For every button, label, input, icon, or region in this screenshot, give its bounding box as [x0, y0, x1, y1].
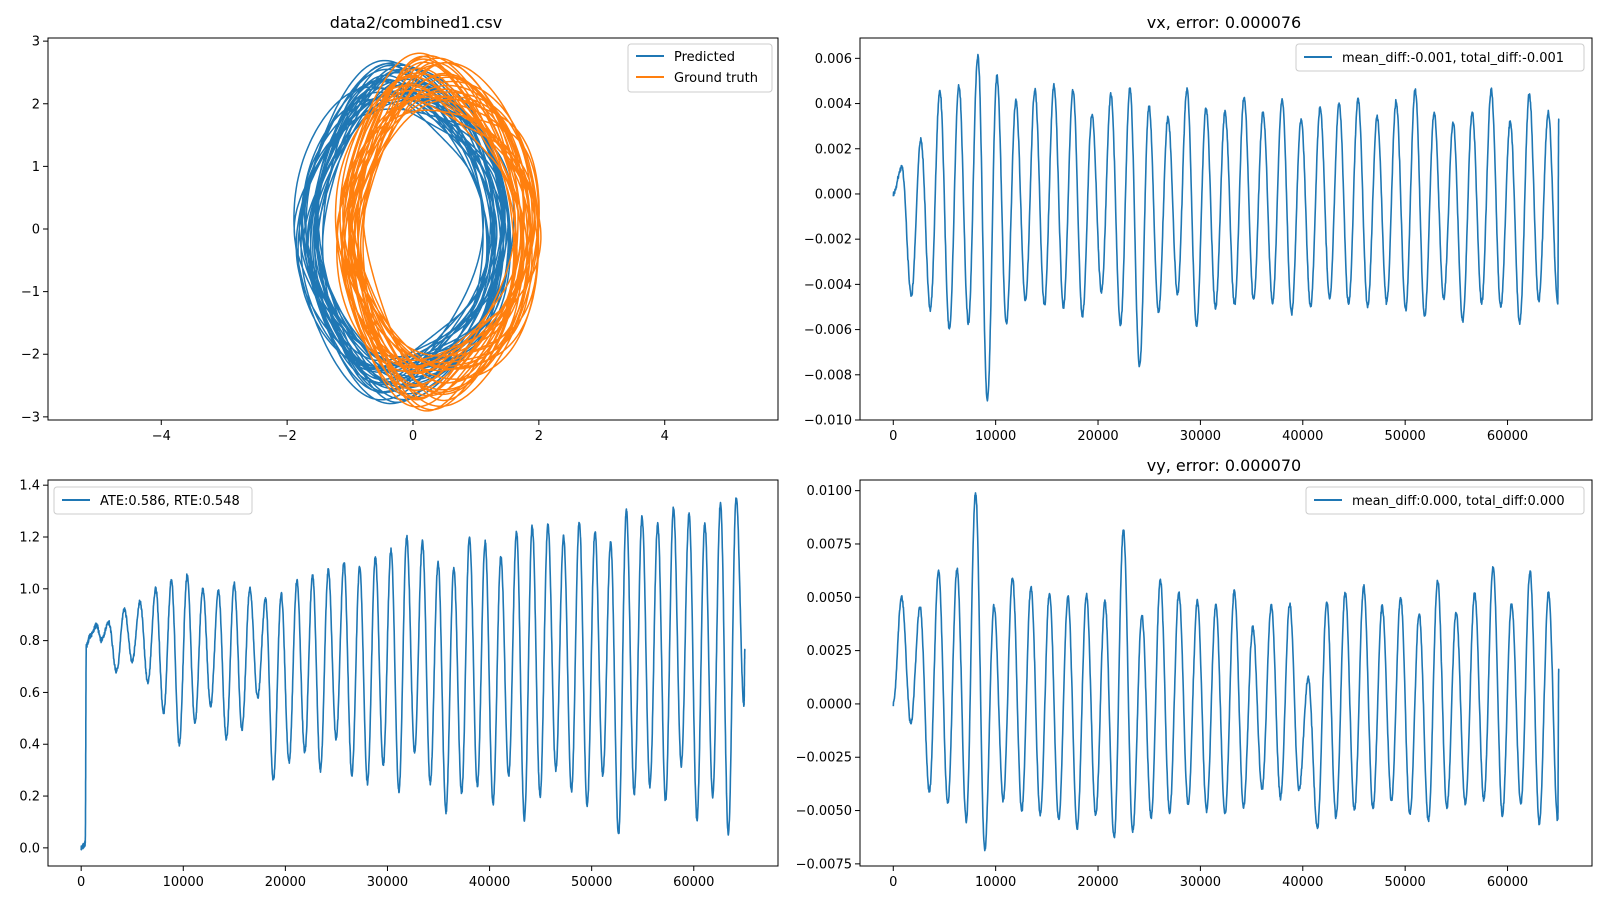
- vx-y-tick-label: −0.008: [804, 368, 852, 383]
- ate-y-tick-label: 0.4: [19, 738, 40, 753]
- ate-x-tick-label: 20000: [265, 875, 306, 890]
- vx-x-tick-label: 60000: [1487, 429, 1528, 444]
- trajectory-y-tick-label: 2: [32, 97, 40, 112]
- vy-x-tick-label: 20000: [1077, 875, 1118, 890]
- trajectory-y-tick-label: 3: [32, 35, 40, 50]
- vy-y-tick-label: 0.0050: [807, 591, 853, 606]
- vx-y-tick-label: 0.004: [815, 97, 852, 112]
- vx-x-tick-label: 50000: [1384, 429, 1425, 444]
- vy-legend: mean_diff:0.000, total_diff:0.000: [1305, 486, 1585, 515]
- ate-y-tick-label: 1.4: [19, 479, 40, 494]
- ate-x-tick-label: 60000: [673, 875, 714, 890]
- vy-x-tick-label: 60000: [1487, 875, 1528, 890]
- vx-legend-box: [1295, 43, 1585, 72]
- vy-y-tick-label: 0.0000: [807, 697, 853, 712]
- trajectory-axes-frame: [47, 37, 779, 421]
- vy-y-tick-label: 0.0075: [807, 537, 853, 552]
- vy-legend-label: mean_diff:0.000, total_diff:0.000: [1352, 494, 1565, 509]
- vx-y-tick-label: 0.000: [815, 187, 852, 202]
- vy-x-tick-label: 0: [889, 875, 897, 890]
- vx-x-tick-label: 30000: [1180, 429, 1221, 444]
- ate-legend-label: ATE:0.586, RTE:0.548: [100, 494, 240, 509]
- vy-y-tick-label: −0.0025: [796, 751, 852, 766]
- vy-x-tick-label: 40000: [1282, 875, 1323, 890]
- trajectory-x-tick-label: 2: [535, 429, 543, 444]
- panel-trajectory: data2/combined1.csv −4 −2 0 2 4 −3 −2 −1 0 1 2 3 P…: [21, 13, 779, 444]
- trajectory-x-tick-label: −2: [278, 429, 297, 444]
- vy-x-tick-label: 30000: [1180, 875, 1221, 890]
- panel-vy: vy, error: 0.000070 0 10000 20000 30000 4000…: [796, 456, 1593, 890]
- ate-y-ticks: 0.0 0.2 0.4 0.6 0.8 1.0 1.2 1.4: [19, 479, 48, 856]
- ate-y-tick-label: 1.2: [19, 530, 40, 545]
- vx-plot-area: [892, 53, 1560, 402]
- ate-x-tick-label: 50000: [571, 875, 612, 890]
- vx-title: vx, error: 0.000076: [1147, 13, 1301, 32]
- trajectory-y-tick-label: −3: [21, 410, 40, 425]
- vx-y-tick-label: −0.002: [804, 233, 852, 248]
- trajectory-title: data2/combined1.csv: [330, 13, 502, 32]
- vx-y-tick-label: −0.004: [804, 278, 852, 293]
- trajectory-x-tick-label: 0: [409, 429, 417, 444]
- vx-y-tick-label: 0.006: [815, 52, 852, 67]
- ate-y-tick-label: 0.8: [19, 634, 40, 649]
- trajectory-x-ticks: −4 −2 0 2 4: [152, 420, 669, 444]
- vy-title: vy, error: 0.000070: [1147, 456, 1301, 475]
- trajectory-y-tick-label: 1: [32, 160, 40, 175]
- vx-axes-frame: [859, 37, 1593, 421]
- vy-series-line-0: [892, 492, 1560, 852]
- vy-y-tick-label: 0.0100: [807, 484, 853, 499]
- ate-axes-frame: [47, 479, 779, 867]
- trajectory-y-ticks: −3 −2 −1 0 1 2 3: [21, 35, 48, 425]
- ate-plot-area: [80, 497, 746, 851]
- vy-y-tick-label: −0.0050: [796, 804, 852, 819]
- trajectory-x-tick-label: −4: [152, 429, 171, 444]
- vy-x-tick-label: 50000: [1384, 875, 1425, 890]
- vx-series-line-0: [892, 53, 1560, 402]
- vx-x-ticks: 0 10000 20000 30000 40000 50000 60000: [889, 420, 1528, 444]
- vx-y-tick-label: −0.010: [804, 414, 852, 429]
- vy-y-tick-label: 0.0025: [807, 644, 853, 659]
- ate-x-tick-label: 0: [77, 875, 85, 890]
- trajectory-x-tick-label: 4: [661, 429, 669, 444]
- ate-y-tick-label: 0.6: [19, 686, 40, 701]
- trajectory-plot-area: [293, 52, 542, 412]
- ate-x-tick-label: 40000: [469, 875, 510, 890]
- vx-legend-label: mean_diff:-0.001, total_diff:-0.001: [1342, 51, 1564, 66]
- vy-plot-area: [892, 492, 1560, 852]
- vx-x-tick-label: 20000: [1077, 429, 1118, 444]
- panel-vx: vx, error: 0.000076 0 10000 20000 30000 4000…: [804, 13, 1593, 444]
- trajectory-y-tick-label: 0: [32, 223, 40, 238]
- vy-y-ticks: −0.0075 −0.0050 −0.0025 0.0000 0.0025 0.0050 0…: [796, 484, 860, 872]
- vy-legend-box: [1305, 486, 1585, 515]
- trajectory-legend: Predicted Ground truth: [627, 43, 773, 93]
- trajectory-y-tick-label: −2: [21, 348, 40, 363]
- vy-x-tick-label: 10000: [975, 875, 1016, 890]
- ate-y-tick-label: 0.2: [19, 790, 40, 805]
- ate-legend: ATE:0.586, RTE:0.548: [53, 486, 253, 515]
- panel-ate: 0 10000 20000 30000 40000 50000 60000 0.00.20.…: [19, 479, 779, 890]
- vx-legend: mean_diff:-0.001, total_diff:-0.001: [1295, 43, 1585, 72]
- vx-y-tick-label: −0.006: [804, 323, 852, 338]
- vy-x-ticks: 0 10000 20000 30000 40000 50000 60000: [889, 866, 1528, 890]
- ate-x-tick-label: 10000: [163, 875, 204, 890]
- vx-y-ticks: −0.010 −0.008 −0.006 −0.004 −0.002 0.000 0.002…: [804, 52, 860, 429]
- vx-y-tick-label: 0.002: [815, 142, 852, 157]
- vx-x-tick-label: 0: [889, 429, 897, 444]
- ate-y-tick-label: 1.0: [19, 582, 40, 597]
- vy-axes-frame: [859, 479, 1593, 867]
- ate-x-ticks: 0 10000 20000 30000 40000 50000 60000: [77, 866, 714, 890]
- ate-x-tick-label: 30000: [367, 875, 408, 890]
- ate-series-line-0: [80, 497, 746, 851]
- vx-x-tick-label: 40000: [1282, 429, 1323, 444]
- ate-legend-box: [53, 486, 253, 515]
- vy-y-tick-label: −0.0075: [796, 857, 852, 872]
- trajectory-y-tick-label: −1: [21, 285, 40, 300]
- vx-x-tick-label: 10000: [975, 429, 1016, 444]
- legend-predicted-label: Predicted: [674, 50, 735, 65]
- trajectory-series-line-1: [334, 52, 542, 412]
- ate-y-tick-label: 0.0: [19, 841, 40, 856]
- legend-ground-truth-label: Ground truth: [674, 71, 758, 86]
